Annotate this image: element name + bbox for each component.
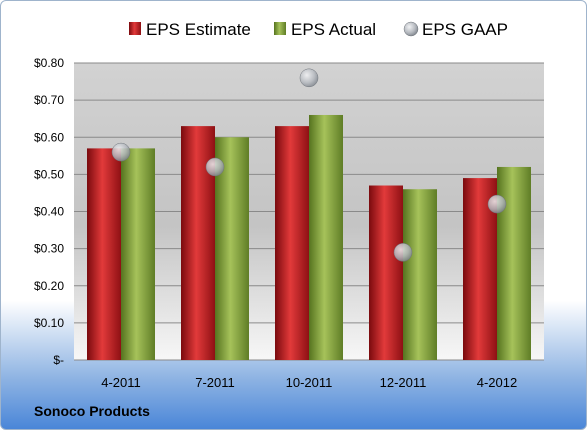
marker-eps-gaap: [205, 157, 225, 177]
legend-label: EPS Actual: [291, 20, 376, 39]
legend: EPS Estimate EPS Actual EPS GAAP: [129, 20, 508, 39]
bar-eps-actual: [215, 137, 249, 360]
y-tick-label: $0.70: [34, 93, 64, 107]
y-tick-label: $0.30: [34, 242, 64, 256]
company-name: Sonoco Products: [34, 403, 150, 419]
x-axis: 4-2011 7-2011 10-2011 12-2011 4-2012: [101, 375, 517, 390]
bar-eps-actual: [309, 114, 343, 360]
y-tick-label: $0.50: [34, 167, 64, 181]
bar-eps-actual: [403, 189, 437, 360]
x-category-label: 12-2011: [380, 375, 427, 390]
legend-label: EPS Estimate: [146, 20, 251, 39]
y-tick-label: $0.80: [34, 56, 64, 70]
bars: [87, 114, 531, 360]
legend-swatch: [129, 22, 141, 35]
bar-eps-estimate: [87, 148, 121, 360]
bar-eps-actual: [497, 166, 531, 360]
marker-eps-gaap: [299, 68, 319, 88]
x-category-label: 4-2011: [101, 375, 141, 390]
x-category-label: 10-2011: [286, 375, 333, 390]
legend-swatch-eps-gaap: [403, 21, 419, 37]
legend-label: EPS GAAP: [422, 20, 508, 39]
y-tick-label: $0.20: [34, 279, 64, 293]
y-axis: $- $0.10 $0.20 $0.30 $0.40 $0.50 $0.60 $0.70 $0.…: [34, 56, 64, 367]
y-tick-label: $0.60: [34, 130, 64, 144]
gaap-markers: [111, 68, 507, 262]
bar-eps-actual: [121, 148, 155, 360]
y-tick-label: $0.40: [34, 205, 64, 219]
marker-eps-gaap: [487, 194, 507, 214]
y-tick-label: $0.10: [34, 316, 64, 330]
bar-eps-estimate: [369, 185, 403, 360]
x-category-label: 4-2012: [477, 375, 517, 390]
legend-swatch: [274, 22, 286, 35]
bar-eps-estimate: [275, 126, 309, 360]
marker-eps-gaap: [393, 243, 413, 262]
x-category-label: 7-2011: [195, 375, 235, 390]
y-tick-label: $-: [53, 353, 64, 367]
marker-eps-gaap: [111, 142, 131, 162]
